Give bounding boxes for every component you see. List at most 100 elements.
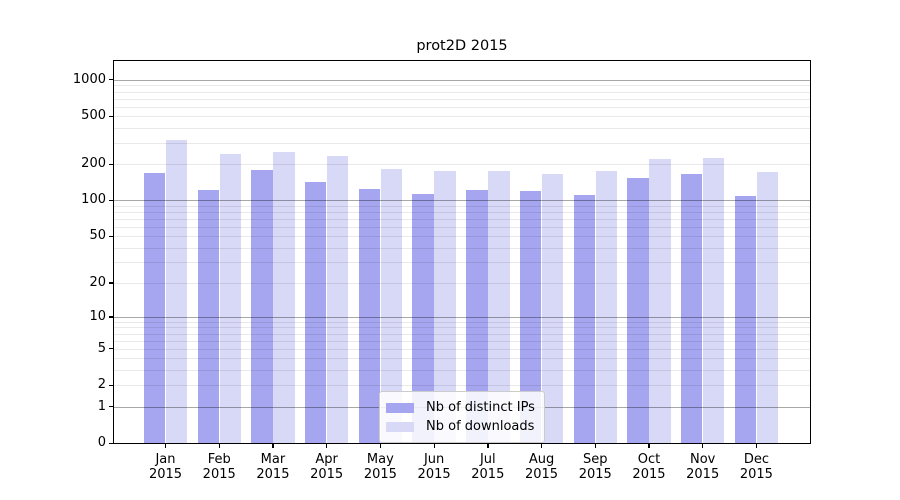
bar-downloads-dec: [756, 172, 779, 443]
bar-downloads-apr: [326, 155, 349, 443]
gridline-minor: [114, 98, 810, 100]
gridline-minor: [114, 321, 810, 323]
legend-swatch-distinct-ips: [386, 402, 414, 413]
gridline-minor: [114, 236, 810, 238]
bar-distinct-ips-jan: [143, 172, 166, 443]
x-tick-label: Aug 2015: [524, 452, 559, 482]
x-tick: [648, 443, 650, 448]
bar-distinct-ips-apr: [304, 181, 327, 443]
gridline-major: [114, 200, 810, 202]
bar-downloads-mar: [273, 152, 295, 443]
gridline-minor: [114, 116, 810, 118]
x-tick: [379, 443, 382, 448]
gridline-minor: [114, 327, 810, 329]
gridline-minor: [114, 211, 810, 213]
x-tick-label: Oct 2015: [632, 452, 666, 482]
x-tick: [702, 443, 704, 448]
y-tick: [109, 406, 114, 408]
bar-downloads-oct: [649, 158, 671, 443]
y-tick: [109, 282, 114, 284]
y-tick: [109, 115, 114, 117]
bar-distinct-ips-dec: [734, 196, 757, 443]
x-tick: [433, 443, 435, 448]
plot-area: Nb of distinct IPs Nb of downloads: [113, 60, 811, 444]
gridline-major: [114, 316, 810, 318]
y-tick: [109, 348, 114, 350]
x-tick: [755, 443, 758, 448]
x-tick: [541, 443, 543, 448]
bar-downloads-jun: [434, 170, 456, 443]
bar-distinct-ips-feb: [197, 190, 219, 443]
y-tick: [109, 316, 114, 318]
gridline-minor: [114, 262, 810, 264]
gridline-minor: [114, 205, 810, 207]
x-tick-label: Apr 2015: [310, 452, 344, 482]
x-tick-label: Sep 2015: [578, 452, 612, 482]
legend-entry-downloads: Nb of downloads: [386, 417, 535, 436]
x-tick-label: Mar 2015: [256, 452, 290, 482]
legend-label-downloads: Nb of downloads: [426, 419, 535, 434]
gridline-minor: [114, 348, 810, 350]
bar-downloads-may: [380, 169, 403, 443]
x-tick: [487, 443, 489, 448]
bar-distinct-ips-jul: [466, 190, 488, 443]
x-tick-label: Dec 2015: [739, 452, 773, 482]
x-tick-label: Feb 2015: [202, 452, 236, 482]
legend-label-distinct-ips: Nb of distinct IPs: [426, 400, 535, 415]
gridline-minor: [114, 282, 810, 284]
chart-title: prot2D 2015: [416, 38, 508, 54]
gridline-minor: [114, 106, 810, 108]
gridline-minor: [114, 127, 810, 129]
gridline-minor: [114, 370, 810, 372]
x-tick: [165, 443, 167, 448]
y-tick-label: 200: [81, 156, 106, 172]
bar-downloads-jan: [165, 139, 188, 443]
y-tick-label: 100: [81, 192, 106, 208]
gridline-minor: [114, 226, 810, 228]
gridline-minor: [114, 247, 810, 249]
x-tick-label: Jan 2015: [148, 452, 183, 482]
y-tick-label: 50: [89, 228, 106, 244]
y-tick-label: 500: [81, 108, 106, 124]
x-tick: [326, 443, 328, 448]
bar-distinct-ips-aug: [519, 190, 542, 443]
legend: Nb of distinct IPs Nb of downloads: [379, 391, 545, 443]
y-tick-label: 5: [97, 340, 106, 356]
bar-downloads-feb: [219, 153, 241, 443]
gridline-minor: [114, 142, 810, 144]
gridline-minor: [114, 358, 810, 360]
y-tick-label: 2: [97, 377, 106, 393]
y-tick: [109, 384, 114, 386]
y-tick-label: 10: [89, 308, 106, 324]
y-tick-label: 0: [97, 435, 106, 450]
y-tick: [109, 199, 114, 202]
y-tick: [109, 79, 114, 81]
x-tick: [594, 443, 596, 448]
bar-distinct-ips-jun: [412, 194, 434, 443]
y-tick: [109, 442, 114, 444]
y-tick: [109, 163, 114, 165]
gridline-minor: [114, 85, 810, 87]
bar-downloads-sep: [595, 171, 617, 443]
bar-distinct-ips-may: [358, 188, 381, 443]
grid-layer: [114, 61, 810, 443]
legend-swatch-downloads: [386, 421, 414, 432]
x-tick: [272, 443, 274, 448]
y-tick: [109, 235, 114, 237]
bar-downloads-nov: [703, 158, 725, 443]
gridline-minor: [114, 218, 810, 220]
bars-layer: [114, 61, 810, 443]
gridline-minor: [114, 164, 810, 166]
bar-downloads-aug: [541, 173, 564, 443]
x-tick-label: Jun 2015: [417, 452, 451, 482]
x-tick: [218, 443, 220, 448]
y-tick-label: 20: [89, 274, 106, 290]
y-tick-label: 1: [97, 398, 106, 414]
bar-distinct-ips-mar: [251, 169, 273, 443]
gridline-major: [114, 79, 810, 81]
legend-entry-distinct-ips: Nb of distinct IPs: [386, 398, 535, 417]
gridline-minor: [114, 385, 810, 387]
bar-distinct-ips-nov: [681, 173, 703, 443]
bar-distinct-ips-sep: [573, 195, 595, 443]
